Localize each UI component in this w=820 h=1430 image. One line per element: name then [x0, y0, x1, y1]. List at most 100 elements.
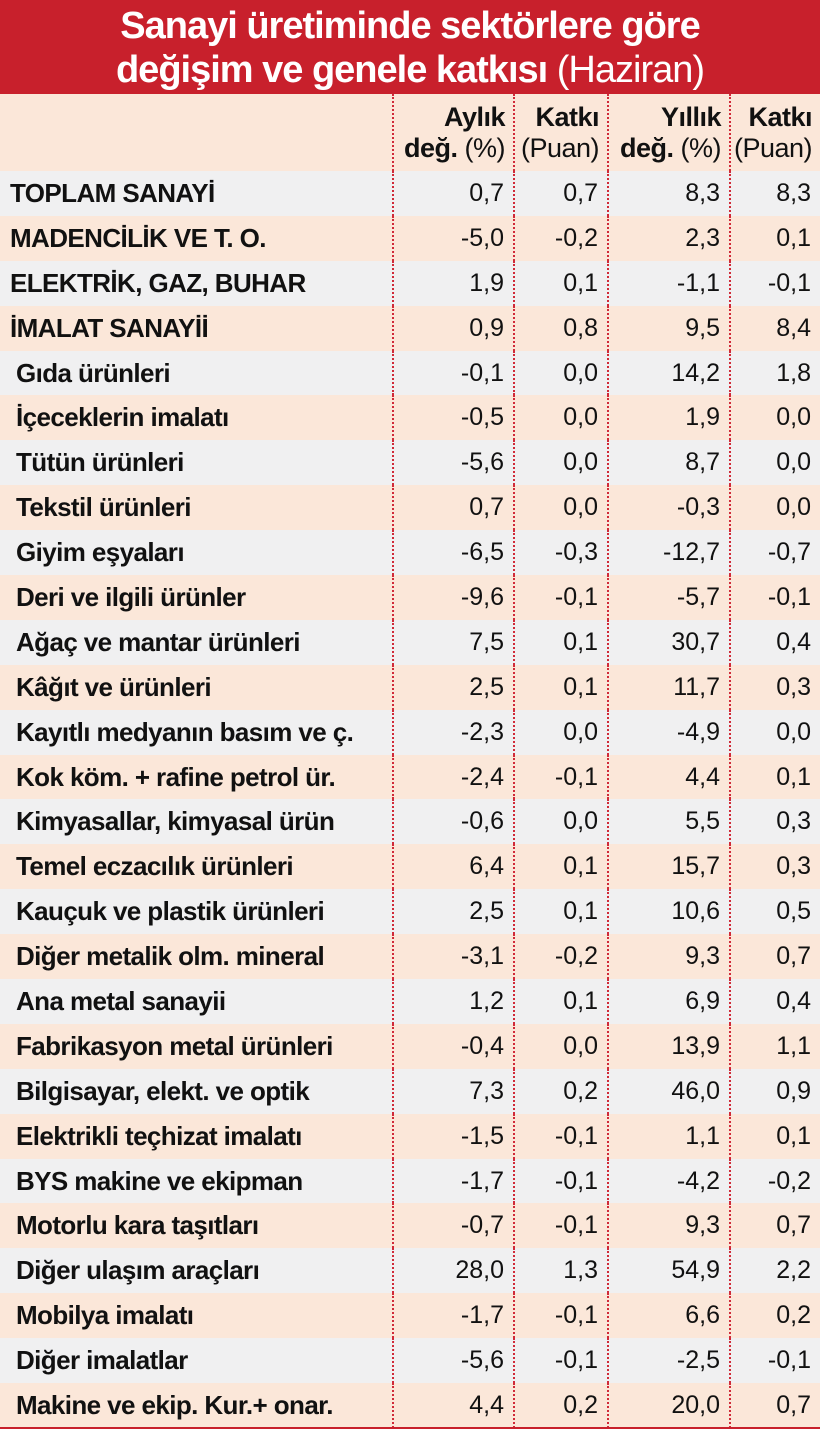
sector-table: Aylık değ. (%) Katkı (Puan) Yıllık değ. (%)…: [0, 94, 820, 1428]
table-row: Tütün ürünleri -5,6 0,0 8,7 0,0: [0, 440, 820, 486]
monthly-contribution-value: 0,1: [513, 260, 608, 306]
annual-contribution-value: 0,2: [729, 1293, 820, 1339]
monthly-change-value: 1,2: [392, 979, 514, 1024]
header-monthly-contribution: Katkı (Puan): [513, 94, 608, 171]
monthly-change-value: -0,4: [392, 1023, 514, 1069]
monthly-change-value: -0,1: [392, 350, 514, 396]
annual-change-value: -4,9: [607, 709, 730, 755]
annual-contribution-value: 0,4: [729, 619, 820, 665]
monthly-contribution-value: -0,3: [513, 530, 608, 576]
monthly-contribution-value: -0,2: [513, 934, 608, 980]
monthly-change-value: 2,5: [392, 889, 514, 935]
monthly-contribution-value: 0,0: [513, 395, 608, 441]
annual-change-value: 9,5: [607, 305, 730, 351]
annual-contribution-value: 0,3: [729, 844, 820, 890]
monthly-change-value: 1,9: [392, 260, 514, 306]
table-title: Sanayi üretiminde sektörlere göre değişi…: [0, 0, 820, 94]
annual-contribution-value: -0,1: [729, 1338, 820, 1384]
annual-change-value: 6,9: [607, 979, 730, 1024]
annual-change-value: 8,7: [607, 440, 730, 486]
table-row: Motorlu kara taşıtları -0,7 -0,1 9,3 0,7: [0, 1203, 820, 1249]
annual-contribution-value: 8,4: [729, 305, 820, 351]
monthly-change-value: -5,6: [392, 440, 514, 486]
monthly-contribution-value: 0,1: [513, 619, 608, 665]
annual-change-value: 6,6: [607, 1293, 730, 1339]
table-row: Giyim eşyaları -6,5 -0,3 -12,7 -0,7: [0, 530, 820, 576]
annual-change-value: 9,3: [607, 1203, 730, 1249]
annual-change-value: -0,3: [607, 485, 730, 531]
table-row: Tekstil ürünleri 0,7 0,0 -0,3 0,0: [0, 485, 820, 531]
monthly-change-value: -0,6: [392, 799, 514, 845]
table-row: TOPLAM SANAYİ 0,7 0,7 8,3 8,3: [0, 171, 820, 216]
sector-name: İMALAT SANAYİİ: [0, 305, 393, 351]
annual-contribution-value: 0,3: [729, 664, 820, 710]
table-row: Temel eczacılık ürünleri 6,4 0,1 15,7 0,3: [0, 844, 820, 890]
monthly-contribution-value: -0,1: [513, 1113, 608, 1159]
sector-name: MADENCİLİK VE T. O.: [0, 215, 393, 261]
annual-change-value: 1,9: [607, 395, 730, 441]
monthly-change-value: 7,3: [392, 1068, 514, 1114]
annual-contribution-value: -0,1: [729, 575, 820, 620]
annual-contribution-value: 0,0: [729, 395, 820, 441]
table-row: Diğer metalik olm. mineral -3,1 -0,2 9,3 0,7: [0, 934, 820, 980]
monthly-contribution-value: 0,8: [513, 305, 608, 351]
annual-change-value: 2,3: [607, 215, 730, 261]
sector-name: BYS makine ve ekipman: [0, 1158, 393, 1204]
table-row: Fabrikasyon metal ürünleri -0,4 0,0 13,9 1,1: [0, 1023, 820, 1069]
table-row: Ana metal sanayii 1,2 0,1 6,9 0,4: [0, 979, 820, 1024]
monthly-change-value: -2,4: [392, 754, 514, 800]
monthly-change-value: 0,9: [392, 305, 514, 351]
monthly-change-value: 0,7: [392, 171, 514, 216]
table-row: MADENCİLİK VE T. O. -5,0 -0,2 2,3 0,1: [0, 215, 820, 261]
table-row: Gıda ürünleri -0,1 0,0 14,2 1,8: [0, 350, 820, 396]
annual-change-value: 20,0: [607, 1383, 730, 1428]
sector-name: Tütün ürünleri: [0, 440, 393, 486]
monthly-contribution-value: 0,0: [513, 485, 608, 531]
annual-contribution-value: -0,7: [729, 530, 820, 576]
annual-contribution-value: 0,0: [729, 485, 820, 531]
annual-contribution-value: 1,8: [729, 350, 820, 396]
sector-name: Ana metal sanayii: [0, 979, 393, 1024]
annual-contribution-value: 1,1: [729, 1023, 820, 1069]
header-annual-change: Yıllık değ. (%): [607, 94, 730, 171]
annual-contribution-value: -0,2: [729, 1158, 820, 1204]
annual-change-value: -4,2: [607, 1158, 730, 1204]
annual-contribution-value: 0,1: [729, 215, 820, 261]
annual-contribution-value: 8,3: [729, 171, 820, 216]
annual-change-value: -5,7: [607, 575, 730, 620]
table-row: ELEKTRİK, GAZ, BUHAR 1,9 0,1 -1,1 -0,1: [0, 260, 820, 306]
sector-name: Diğer metalik olm. mineral: [0, 934, 393, 980]
annual-change-value: 5,5: [607, 799, 730, 845]
header-monthly-change: Aylık değ. (%): [392, 94, 514, 171]
sector-name: Temel eczacılık ürünleri: [0, 844, 393, 890]
sector-name: Kauçuk ve plastik ürünleri: [0, 889, 393, 935]
monthly-contribution-value: -0,1: [513, 754, 608, 800]
sector-name: Kayıtlı medyanın basım ve ç.: [0, 709, 393, 755]
monthly-change-value: -1,7: [392, 1158, 514, 1204]
monthly-change-value: 28,0: [392, 1248, 514, 1294]
monthly-contribution-value: -0,1: [513, 1158, 608, 1204]
sector-name: ELEKTRİK, GAZ, BUHAR: [0, 260, 393, 306]
monthly-contribution-value: 0,0: [513, 440, 608, 486]
table-row: Ağaç ve mantar ürünleri 7,5 0,1 30,7 0,4: [0, 619, 820, 665]
sector-name: Kimyasallar, kimyasal ürün: [0, 799, 393, 845]
sector-name: Motorlu kara taşıtları: [0, 1203, 393, 1249]
annual-change-value: 9,3: [607, 934, 730, 980]
annual-change-value: 13,9: [607, 1023, 730, 1069]
title-line-2: değişim ve genele katkısı (Haziran): [0, 48, 820, 92]
annual-change-value: 8,3: [607, 171, 730, 216]
monthly-change-value: -9,6: [392, 575, 514, 620]
table-row: Bilgisayar, elekt. ve optik 7,3 0,2 46,0 0,9: [0, 1068, 820, 1114]
annual-contribution-value: 0,5: [729, 889, 820, 935]
monthly-contribution-value: 0,1: [513, 664, 608, 710]
table-row: Kok köm. + rafine petrol ür. -2,4 -0,1 4,4 0…: [0, 754, 820, 800]
sector-name: Bilgisayar, elekt. ve optik: [0, 1068, 393, 1114]
annual-change-value: 30,7: [607, 619, 730, 665]
monthly-contribution-value: 0,0: [513, 1023, 608, 1069]
title-period: (Haziran): [556, 49, 705, 91]
sector-name: Deri ve ilgili ürünler: [0, 575, 393, 620]
annual-change-value: -2,5: [607, 1338, 730, 1384]
annual-change-value: 10,6: [607, 889, 730, 935]
monthly-change-value: -6,5: [392, 530, 514, 576]
annual-contribution-value: -0,1: [729, 260, 820, 306]
